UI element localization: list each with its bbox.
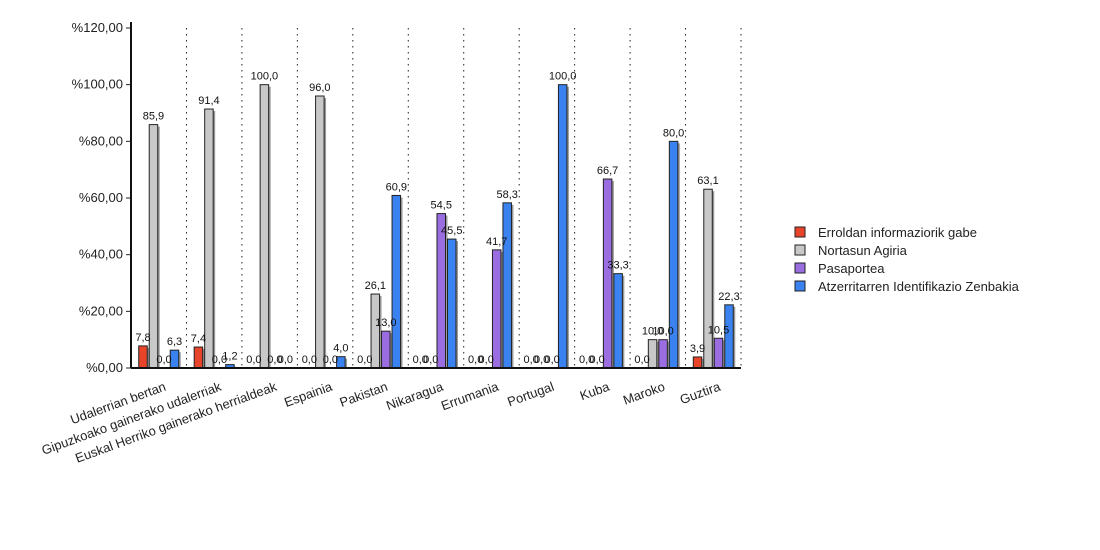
data-label: 41,7: [486, 236, 507, 248]
data-label: 6,3: [167, 336, 182, 348]
data-label: 0,0: [278, 354, 293, 366]
category-label: Kuba: [578, 378, 612, 403]
data-label: 60,9: [386, 181, 407, 193]
data-label: 0,0: [634, 354, 649, 366]
data-label: 0,0: [534, 354, 549, 366]
legend: Erroldan informaziorik gabe Nortasun Agir…: [794, 225, 1020, 294]
data-label: 85,9: [143, 111, 164, 123]
legend-swatch: [794, 226, 806, 238]
bar: [193, 346, 204, 369]
category-label: Guztira: [678, 378, 723, 407]
data-label: 0,0: [323, 354, 338, 366]
bar: [204, 108, 214, 369]
bar: [692, 356, 703, 369]
bars: [138, 84, 736, 369]
data-label: 0,0: [302, 354, 317, 366]
data-label: 54,5: [431, 200, 452, 212]
data-label: 58,3: [496, 189, 517, 201]
data-label: 10,0: [642, 326, 663, 338]
bar: [724, 304, 734, 369]
bar: [658, 339, 668, 369]
data-label: 100,0: [549, 71, 577, 83]
data-label: 33,3: [607, 260, 628, 272]
category-label: Portugal: [505, 379, 556, 410]
bar: [138, 345, 148, 369]
data-label: 7,8: [135, 332, 150, 344]
data-label: 0,0: [579, 354, 594, 366]
bar: [557, 84, 568, 369]
legend-swatch: [794, 262, 806, 274]
data-label: 10,0: [652, 326, 673, 338]
bar: [713, 337, 724, 369]
legend-swatch: [794, 280, 806, 292]
data-label: 0,0: [267, 354, 282, 366]
data-label: 100,0: [251, 71, 279, 83]
category-label: Maroko: [621, 379, 667, 408]
bar: [315, 95, 325, 369]
bar: [447, 238, 457, 369]
y-tick-label: %60,00: [79, 190, 123, 205]
data-label: 0,0: [479, 354, 494, 366]
category-label: Espainia: [282, 378, 335, 409]
category-label: Errumania: [439, 378, 501, 413]
grid-lines: [185, 28, 742, 368]
bar: [491, 249, 502, 369]
data-label: 0,0: [413, 354, 428, 366]
bar: [602, 178, 613, 369]
data-label: 1,2: [222, 351, 237, 363]
legend-label: Atzerritarren Identifikazio Zenbakia: [818, 279, 1020, 294]
y-tick-label: %40,00: [79, 247, 123, 262]
y-tick-label: %120,00: [72, 20, 123, 35]
bar: [259, 84, 270, 369]
data-label: 91,4: [198, 95, 219, 107]
data-label: 22,3: [718, 291, 739, 303]
bar: [703, 188, 713, 369]
y-tick-label: %20,00: [79, 303, 123, 318]
data-label: 0,0: [156, 354, 171, 366]
bar: [381, 330, 391, 369]
data-label: 0,0: [545, 354, 560, 366]
data-label: 96,0: [309, 82, 330, 94]
data-label: 0,0: [589, 354, 604, 366]
y-tick-label: %0,00: [86, 360, 123, 375]
axes: %0,00 %20,00 %40,00 %60,00 %80,00 %100,00 %120…: [39, 20, 741, 466]
y-tick-label: %100,00: [72, 77, 123, 92]
legend-swatch: [794, 244, 806, 256]
legend-label: Pasaportea: [818, 261, 885, 276]
data-label: 45,5: [441, 225, 462, 237]
bar: [613, 273, 623, 369]
data-label: 66,7: [597, 165, 618, 177]
bar: [502, 202, 512, 369]
data-label: 0,0: [357, 354, 372, 366]
legend-label: Nortasun Agiria: [818, 243, 908, 258]
data-label: 80,0: [663, 127, 684, 139]
data-labels: 7,885,90,06,3 7,491,40,01,2 0,0100,00,00,0…: [135, 71, 739, 366]
legend-label: Erroldan informaziorik gabe: [818, 225, 977, 240]
data-label: 13,0: [375, 317, 396, 329]
data-label: 7,4: [191, 333, 206, 345]
category-label: Pakistan: [338, 379, 390, 410]
data-label: 3,9: [690, 343, 705, 355]
data-label: 26,1: [365, 280, 386, 292]
bar: [391, 194, 402, 369]
data-label: 0,0: [468, 354, 483, 366]
data-label: 4,0: [333, 343, 348, 355]
data-label: 0,0: [524, 354, 539, 366]
y-tick-label: %80,00: [79, 133, 123, 148]
data-label: 10,5: [708, 324, 729, 336]
data-label: 0,0: [246, 354, 261, 366]
data-label: 0,0: [423, 354, 438, 366]
category-label: Nikaragua: [384, 378, 446, 413]
data-label: 0,0: [212, 354, 227, 366]
data-label: 63,1: [697, 175, 718, 187]
